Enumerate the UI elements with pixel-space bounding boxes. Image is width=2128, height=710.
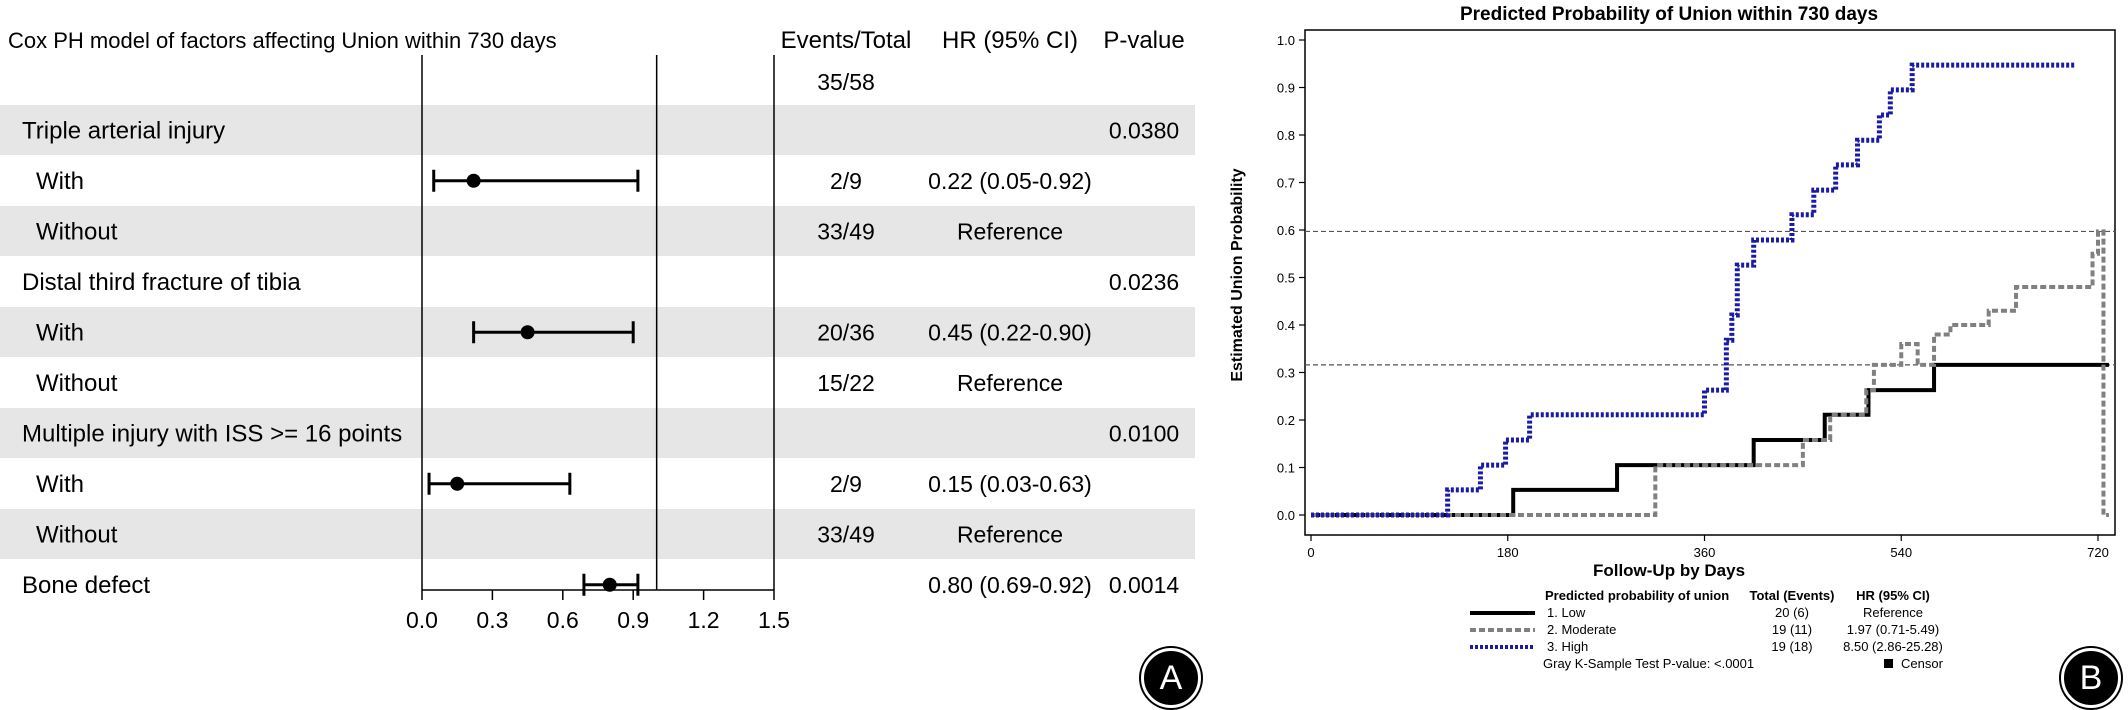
legend-hr-low: Reference	[1863, 605, 1923, 620]
hr-point	[450, 476, 465, 491]
forest-x-axis: 0.0 0.3 0.6 0.9 1.2 1.5	[406, 55, 790, 633]
forest-row-label: Multiple injury with ISS >= 16 points	[22, 420, 402, 447]
km-series-dotted	[1311, 62, 2077, 518]
forest-tick-label: 0.9	[617, 607, 649, 633]
forest-row-events: 15/22	[817, 370, 875, 396]
km-y-tick-label: 0.5	[1277, 271, 1295, 286]
km-x-tick-label: 180	[1497, 545, 1519, 560]
forest-row-hr: 0.15 (0.03-0.63)	[928, 471, 1092, 497]
km-ylabel: Estimated Union Probability	[1229, 168, 1246, 381]
legend-total-low: 20 (6)	[1775, 605, 1809, 620]
forest-row-events: 2/9	[830, 168, 862, 194]
legend-header-name: Predicted probability of union	[1545, 588, 1729, 603]
forest-row-shade	[0, 105, 1195, 155]
km-legend: Predicted probability of union Total (Ev…	[1470, 588, 1944, 671]
km-chart: Predicted Probability of Union within 73…	[1229, 4, 2116, 671]
forest-row-label: Without	[36, 218, 118, 245]
km-y-tick-label: 0.9	[1277, 81, 1295, 96]
forest-row-label: Bone defect	[22, 572, 150, 599]
forest-row-hr: 0.80 (0.69-0.92)	[928, 572, 1092, 598]
forest-rows: Triple arterial injury 0.0380 With 2/9 0.22 …	[0, 105, 1195, 599]
forest-row-events: 2/9	[830, 471, 862, 497]
km-xlabel: Follow-Up by Days	[1593, 561, 1745, 580]
panel-label-a: A	[1141, 648, 1201, 708]
forest-row-hr: Reference	[957, 521, 1063, 547]
forest-tick-label: 1.5	[758, 607, 790, 633]
pvalue-header: P-value	[1103, 27, 1184, 54]
km-y-tick-label: 0.8	[1277, 128, 1295, 143]
legend-hr-moderate: 1.97 (0.71-5.49)	[1847, 622, 1940, 637]
forest-row-shade	[0, 206, 1195, 256]
km-y-tick-label: 0.0	[1277, 508, 1295, 523]
forest-row-pvalue: 0.0100	[1109, 420, 1179, 446]
legend-footnote: Gray K-Sample Test P-value: <.0001	[1543, 656, 1754, 671]
km-y-tick-label: 0.6	[1277, 223, 1295, 238]
forest-tick-label: 0.6	[547, 607, 579, 633]
hr-point	[466, 173, 481, 188]
forest-row-pvalue: 0.0236	[1109, 269, 1179, 295]
forest-row-label: Distal third fracture of tibia	[22, 269, 301, 296]
km-y-tick-label: 0.4	[1277, 318, 1295, 333]
forest-tick-label: 0.3	[476, 607, 508, 633]
forest-row-hr: 0.22 (0.05-0.92)	[928, 168, 1092, 194]
legend-name-low: 1. Low	[1547, 605, 1586, 620]
legend-total-high: 19 (18)	[1771, 639, 1812, 654]
hr-point	[602, 577, 617, 592]
km-y-tick-label: 0.2	[1277, 413, 1295, 428]
forest-row-shade	[0, 408, 1195, 458]
hr-point	[520, 325, 535, 340]
km-title: Predicted Probability of Union within 73…	[1460, 4, 1878, 25]
forest-row-hr: 0.45 (0.22-0.90)	[928, 319, 1092, 345]
legend-header-hr: HR (95% CI)	[1856, 588, 1930, 603]
forest-plot: Cox PH model of factors affecting Union …	[0, 27, 1195, 633]
legend-hr-high: 8.50 (2.86-25.28)	[1843, 639, 1943, 654]
forest-row-pvalue: 0.0380	[1109, 117, 1179, 143]
km-y-tick-label: 0.1	[1277, 461, 1295, 476]
km-plot-area: 0.0 0.1 0.2 0.3 0.4 0.5 0.6 0.7 0.8 0.9 1.0 0 180 360…	[1277, 29, 2116, 560]
km-series-solid	[1311, 362, 2109, 517]
forest-title: Cox PH model of factors affecting Union …	[8, 28, 557, 53]
forest-row-shade	[0, 509, 1195, 559]
forest-row-hr: Reference	[957, 218, 1063, 244]
forest-row-label: With	[36, 471, 84, 498]
km-y-tick-label: 0.3	[1277, 366, 1295, 381]
legend-censor-label: Censor	[1901, 656, 1944, 671]
km-y-tick-label: 1.0	[1277, 33, 1295, 48]
forest-row-events: 33/49	[817, 521, 875, 547]
forest-tick-label: 1.2	[688, 607, 720, 633]
forest-row-label: With	[36, 319, 84, 346]
events-header: Events/Total	[781, 27, 912, 54]
legend-total-moderate: 19 (11)	[1772, 622, 1812, 637]
forest-row-events: 20/36	[817, 319, 875, 345]
forest-row-label: Without	[36, 370, 118, 397]
panel-label-b: B	[2061, 648, 2121, 708]
overall-events: 35/58	[817, 69, 875, 95]
forest-row-label: With	[36, 168, 84, 195]
censor-marker	[1884, 659, 1893, 668]
km-y-tick-label: 0.7	[1277, 176, 1295, 191]
km-x-tick-label: 0	[1307, 545, 1314, 560]
km-x-tick-label: 540	[1890, 545, 1912, 560]
forest-row-pvalue: 0.0014	[1109, 572, 1180, 598]
km-x-tick-label: 720	[2087, 545, 2109, 560]
legend-name-high: 3. High	[1547, 639, 1588, 654]
forest-row-label: Without	[36, 521, 118, 548]
hr-header: HR (95% CI)	[942, 27, 1078, 54]
legend-header-total: Total (Events)	[1750, 588, 1835, 603]
forest-row-events: 33/49	[817, 218, 875, 244]
forest-row-hr: Reference	[957, 370, 1063, 396]
forest-tick-label: 0.0	[406, 607, 438, 633]
forest-row-label: Triple arterial injury	[22, 117, 225, 144]
km-x-tick-label: 360	[1694, 545, 1716, 560]
km-series-dashed	[1311, 229, 2109, 517]
legend-name-moderate: 2. Moderate	[1547, 622, 1616, 637]
km-frame	[1304, 29, 2116, 536]
